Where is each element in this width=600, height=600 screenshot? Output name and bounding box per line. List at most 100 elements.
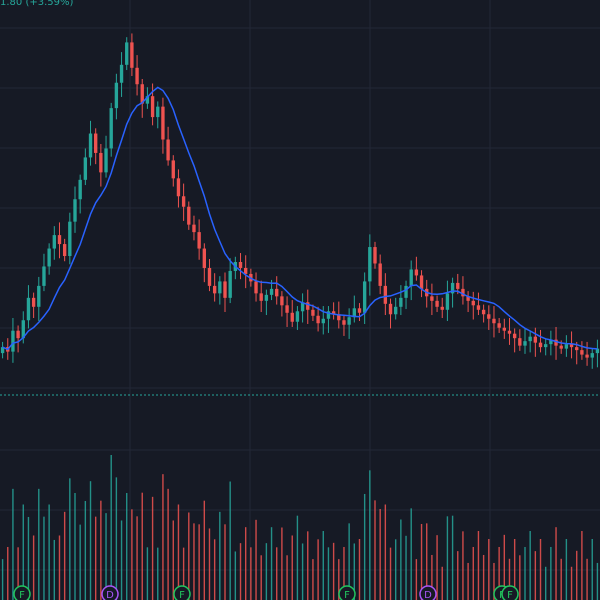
candle-body xyxy=(456,282,460,289)
volume-bar xyxy=(182,547,185,600)
volume-bar xyxy=(301,543,304,600)
candle-body xyxy=(16,330,20,339)
candle-body xyxy=(285,305,289,313)
candle-body xyxy=(218,281,222,294)
event-marker-d[interactable]: D xyxy=(101,585,119,600)
volume-bar xyxy=(136,516,138,600)
candle-body xyxy=(373,247,377,264)
volume-bar xyxy=(48,504,50,600)
candle-body xyxy=(528,336,532,342)
volume-bar xyxy=(188,512,190,600)
candle-body xyxy=(99,152,103,173)
candle-body xyxy=(559,345,563,349)
volume-bar xyxy=(224,524,226,600)
volume-bar xyxy=(7,546,9,600)
volume-bar xyxy=(203,500,206,600)
volume-bar xyxy=(472,546,474,600)
volume-bar xyxy=(291,535,293,600)
candle-body xyxy=(0,347,5,354)
candle-body xyxy=(362,281,367,313)
volume-bar xyxy=(276,547,278,600)
candle-body xyxy=(430,296,434,301)
event-marker-label: D xyxy=(106,590,114,600)
candle-body xyxy=(140,84,144,104)
event-marker-circle xyxy=(419,585,437,600)
candles xyxy=(0,33,600,369)
candle-body xyxy=(130,42,134,68)
event-marker-f[interactable]: F xyxy=(338,585,356,600)
candle-body xyxy=(507,330,512,334)
volume-bar xyxy=(405,535,407,600)
candle-body xyxy=(62,244,67,257)
candle-body xyxy=(554,339,558,346)
volume-bar xyxy=(110,455,112,600)
volume-bar xyxy=(420,523,423,600)
volume-bar xyxy=(162,474,164,600)
volume-bar xyxy=(317,539,319,600)
volume-bar xyxy=(394,539,397,600)
event-marker-label: D xyxy=(424,590,432,600)
candle-body xyxy=(181,196,186,207)
volume-bar xyxy=(374,500,376,600)
volume-bar xyxy=(94,516,97,600)
volume-bar xyxy=(477,531,480,600)
event-marker-f[interactable]: F xyxy=(501,585,519,600)
event-marker-f[interactable]: F xyxy=(13,585,31,600)
candle-body xyxy=(414,269,419,276)
volume-bar xyxy=(457,551,459,600)
candle-body xyxy=(207,267,212,286)
event-marker-f[interactable]: F xyxy=(173,585,191,600)
volume-bar xyxy=(353,543,356,600)
volume-bar xyxy=(265,543,268,600)
volume-bar xyxy=(539,538,542,600)
event-markers: FDFFDFF xyxy=(13,585,519,600)
candle-body xyxy=(171,160,175,179)
candle-body xyxy=(259,293,263,301)
volume-bar xyxy=(281,527,283,600)
volume-bar xyxy=(363,493,366,600)
volume-bar xyxy=(462,531,464,600)
candle-body xyxy=(575,347,579,351)
candle-body xyxy=(119,64,124,83)
candle-body xyxy=(306,302,310,310)
volume-bar xyxy=(322,531,324,600)
event-marker-label: F xyxy=(19,590,25,600)
event-marker-d[interactable]: D xyxy=(419,585,437,600)
volume-bar xyxy=(105,513,107,600)
volume-bar xyxy=(89,481,92,600)
volume-bar xyxy=(570,566,573,600)
candle-body xyxy=(518,338,522,346)
volume-bar xyxy=(260,555,262,600)
candle-body xyxy=(83,157,88,180)
volume-bar xyxy=(12,488,14,600)
candle-body xyxy=(114,82,119,109)
candle-body xyxy=(11,330,15,352)
candle-body xyxy=(300,302,305,312)
volume-bar xyxy=(167,488,169,600)
candle-body xyxy=(466,296,470,301)
candle-body xyxy=(228,270,232,298)
candle-body xyxy=(487,314,491,319)
candle-body xyxy=(476,305,481,310)
volume-bar xyxy=(513,538,516,600)
price-change-label: 1.80 (+3.59%) xyxy=(0,0,74,8)
volume-bar xyxy=(38,488,40,600)
volume-bar xyxy=(400,519,402,600)
candle-body xyxy=(331,311,336,315)
volume-bar xyxy=(327,547,330,600)
candle-body xyxy=(264,294,269,301)
candle-body xyxy=(471,300,475,306)
volume-bar xyxy=(508,558,511,600)
volume-bar xyxy=(58,535,61,600)
candle-body xyxy=(223,281,227,298)
volume-bar xyxy=(157,547,159,600)
candle-body xyxy=(57,235,62,245)
candle-body xyxy=(394,306,398,315)
event-marker-circle xyxy=(338,585,356,600)
volume-bar xyxy=(177,504,180,600)
volume-bar xyxy=(591,538,593,600)
volume-bar xyxy=(198,524,200,600)
